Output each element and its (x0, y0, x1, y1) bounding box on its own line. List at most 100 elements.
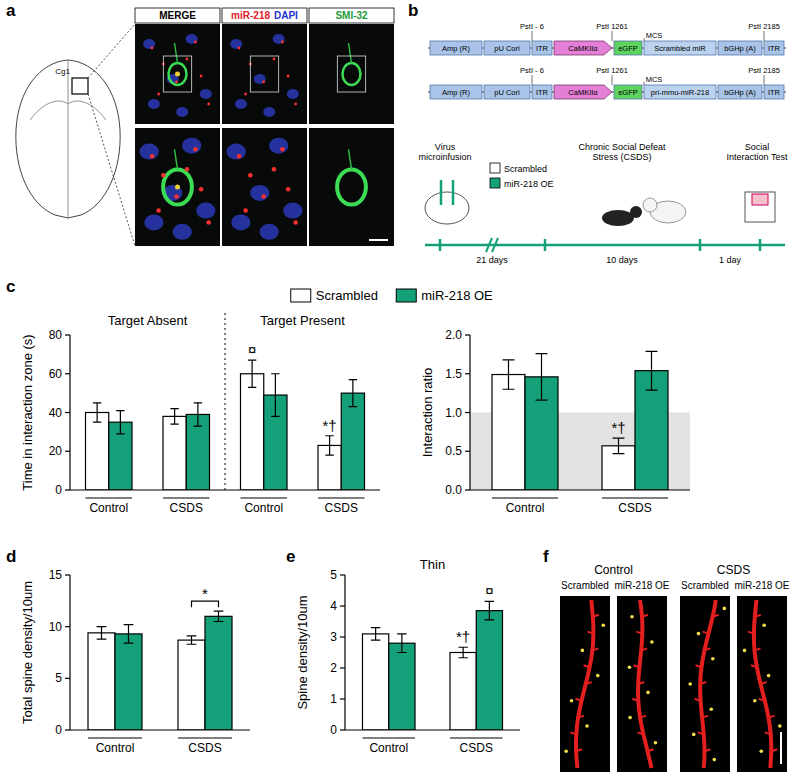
punctum (194, 41, 197, 44)
group-label: Target Absent (108, 313, 188, 328)
legend-label: Scrambled (504, 164, 547, 174)
error-bar (214, 611, 224, 621)
x-tick-label: Control (96, 741, 135, 755)
scale-bar (369, 239, 388, 241)
category-underline (241, 497, 288, 498)
x-tick-label: CSDS (170, 501, 203, 515)
channel-header: SMI-32 (335, 10, 368, 21)
bar (86, 413, 109, 491)
x-axis (470, 489, 690, 490)
y-tick-label: 5 (330, 568, 337, 582)
x-axis (70, 729, 250, 730)
spine-marker (767, 674, 771, 678)
bar (241, 374, 264, 490)
chart (470, 351, 690, 490)
element-label: eGFP (618, 44, 638, 53)
brain-icon (425, 192, 469, 224)
x-tick-label: Control (244, 501, 283, 515)
element-label: ITR (536, 88, 549, 97)
duration-label: 21 days (476, 255, 508, 265)
punctum (200, 75, 203, 78)
nucleus (143, 39, 155, 49)
timeline-tick (544, 239, 547, 251)
y-tick (465, 489, 470, 490)
neurite (175, 43, 178, 63)
plot-area (470, 351, 690, 490)
x-tick-label: CSDS (188, 741, 221, 755)
timeline (425, 244, 785, 247)
scale-bar (780, 732, 782, 764)
micrograph-bg (135, 24, 220, 124)
bar (389, 643, 415, 730)
spine-marker (601, 623, 605, 627)
error-bar (187, 636, 197, 644)
plot-area (88, 611, 232, 730)
significance: * (202, 585, 208, 602)
error-bar (349, 380, 357, 407)
panel-letter: a (6, 1, 16, 20)
punctum (293, 220, 297, 224)
micrograph (135, 128, 220, 246)
y-tick (465, 334, 470, 335)
y-tick (65, 334, 70, 335)
neurite (349, 149, 352, 169)
nucleus (235, 99, 247, 109)
punctum (199, 187, 203, 191)
neuron-soma (337, 169, 366, 204)
significance: *† (456, 628, 470, 645)
error-bar (371, 628, 380, 640)
error-bar (613, 438, 625, 454)
header-frame (135, 8, 220, 23)
category-underline (492, 497, 558, 498)
site-tick (764, 31, 765, 41)
chart (88, 611, 232, 730)
spine-marker (570, 699, 574, 703)
punctum (262, 81, 265, 84)
error-bar (397, 634, 406, 653)
chart-title: Thin (420, 557, 445, 572)
x-tick-label: Control (89, 501, 128, 515)
punctum (273, 58, 276, 61)
plasmid-element (644, 41, 716, 55)
y-tick-label: 0 (330, 723, 337, 737)
y-tick (340, 636, 345, 637)
dendrite-image (737, 596, 787, 772)
error-bar (194, 403, 202, 426)
site-tick (532, 75, 533, 85)
timeline-tick (439, 239, 442, 251)
group-divider (225, 313, 226, 490)
inset-box (250, 56, 278, 92)
punctum (244, 93, 247, 96)
element-label: ITR (536, 44, 549, 53)
punctum (207, 103, 210, 106)
legend-label: Scrambled (316, 288, 378, 303)
image-bg (560, 596, 610, 772)
error-bar (124, 625, 134, 644)
error-bar (536, 354, 548, 401)
punctum (161, 173, 165, 177)
y-tick-label: 40 (49, 406, 63, 420)
neurite (349, 43, 352, 63)
y-tick-label: 15 (49, 568, 63, 582)
group-label: Control (594, 563, 633, 577)
nucleus (196, 203, 215, 219)
colocalized (175, 185, 180, 190)
spine-marker (581, 649, 585, 653)
mouse-body (602, 210, 634, 226)
element-label: ITR (768, 44, 781, 53)
site-tick (532, 31, 533, 41)
text-line: microinfusion (418, 152, 471, 162)
error-bar (458, 647, 467, 658)
stage-label: Chronic Social DefeatStress (CSDS) (578, 142, 666, 162)
punctum (175, 81, 178, 84)
promoter-arrow (554, 41, 612, 55)
mcs-tick (644, 82, 645, 85)
legend-swatch (396, 289, 416, 302)
nucleus (227, 144, 246, 160)
element-label: CaMKIIα (568, 88, 598, 97)
channel-header: MERGE (159, 10, 196, 21)
bar (178, 640, 205, 730)
y-tick (65, 574, 70, 575)
region-box (72, 78, 88, 94)
mcs-label: MCS (646, 31, 663, 40)
